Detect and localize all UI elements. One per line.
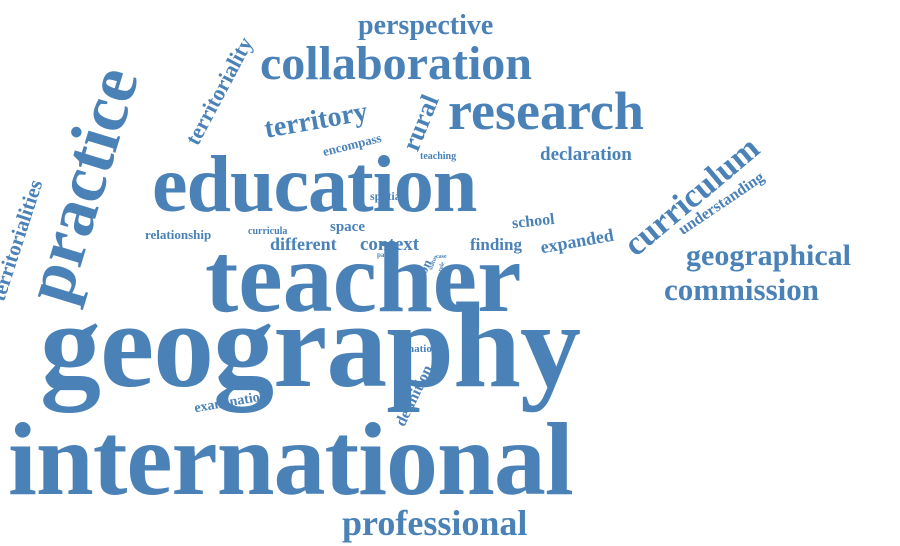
word-paper: paper bbox=[377, 251, 395, 259]
word-context: context bbox=[360, 234, 420, 255]
word-spatial: spatial bbox=[370, 189, 405, 203]
word-research: research bbox=[448, 81, 644, 141]
word-teacher: teacher bbox=[205, 222, 522, 333]
word-relationship: relationship bbox=[145, 227, 212, 242]
word-school: school bbox=[511, 210, 556, 233]
word-international: international bbox=[8, 402, 574, 517]
word-finding: finding bbox=[470, 235, 522, 254]
word-space: space bbox=[330, 219, 365, 235]
word-geographical: geographical bbox=[686, 239, 851, 272]
word-geography: geography bbox=[40, 278, 581, 413]
word-territoriality: territoriality bbox=[179, 32, 258, 149]
word-expanded: expanded bbox=[538, 224, 616, 258]
word-teaching: teaching bbox=[420, 151, 457, 162]
word-national: national bbox=[408, 343, 447, 355]
word-curricula: curricula bbox=[248, 226, 288, 237]
word-perspective: perspective bbox=[358, 10, 494, 41]
word-collaboration: collaboration bbox=[260, 37, 532, 90]
word-commission: commission bbox=[664, 272, 819, 307]
word-declaration: declaration bbox=[540, 144, 632, 165]
word-different: different bbox=[270, 234, 337, 254]
word-case: case bbox=[436, 254, 447, 260]
word-professional: professional bbox=[342, 503, 528, 543]
word-education: education bbox=[152, 141, 477, 229]
